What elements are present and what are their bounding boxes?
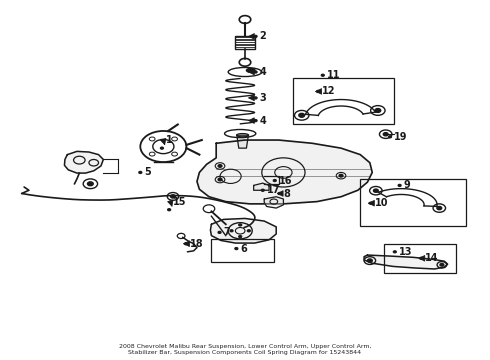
Circle shape <box>254 97 257 99</box>
Circle shape <box>437 206 441 210</box>
Polygon shape <box>254 183 269 190</box>
Circle shape <box>375 108 381 112</box>
Text: 2: 2 <box>259 31 266 41</box>
Text: 10: 10 <box>375 198 388 208</box>
Circle shape <box>373 189 378 192</box>
Circle shape <box>389 136 392 138</box>
Circle shape <box>168 209 171 211</box>
Circle shape <box>254 35 257 37</box>
Circle shape <box>420 257 423 259</box>
Circle shape <box>278 193 281 194</box>
Polygon shape <box>264 197 283 208</box>
Circle shape <box>273 180 276 181</box>
Circle shape <box>398 184 401 186</box>
Polygon shape <box>65 151 103 173</box>
Text: 17: 17 <box>267 185 280 195</box>
Text: 15: 15 <box>173 197 187 207</box>
Circle shape <box>299 113 305 117</box>
Circle shape <box>235 248 238 249</box>
Circle shape <box>218 178 222 181</box>
Text: 2008 Chevrolet Malibu Rear Suspension, Lower Control Arm, Upper Control Arm,
Sta: 2008 Chevrolet Malibu Rear Suspension, L… <box>119 344 371 355</box>
Circle shape <box>261 189 264 191</box>
Text: 5: 5 <box>144 167 151 177</box>
Text: 12: 12 <box>322 86 335 96</box>
Text: 1: 1 <box>166 135 172 145</box>
Bar <box>360 179 466 226</box>
Ellipse shape <box>246 68 255 72</box>
Text: 13: 13 <box>399 247 412 257</box>
Polygon shape <box>197 140 372 204</box>
Text: 8: 8 <box>283 189 290 198</box>
Circle shape <box>239 236 242 238</box>
Bar <box>211 239 274 261</box>
Polygon shape <box>210 219 276 243</box>
Circle shape <box>239 224 242 226</box>
Circle shape <box>383 132 388 136</box>
Text: 7: 7 <box>223 228 230 237</box>
Polygon shape <box>364 255 448 269</box>
Text: 3: 3 <box>259 93 266 103</box>
Text: 9: 9 <box>403 180 410 190</box>
Circle shape <box>317 90 319 93</box>
Circle shape <box>369 202 372 204</box>
Polygon shape <box>237 135 248 148</box>
Circle shape <box>247 230 250 232</box>
Circle shape <box>139 171 142 174</box>
Circle shape <box>218 165 222 167</box>
Circle shape <box>185 243 187 245</box>
Text: 19: 19 <box>394 132 407 142</box>
Text: 11: 11 <box>327 70 340 80</box>
Circle shape <box>254 71 257 73</box>
Circle shape <box>230 230 233 232</box>
Circle shape <box>88 182 93 186</box>
Circle shape <box>218 231 221 233</box>
Text: 16: 16 <box>279 176 292 185</box>
Text: 4: 4 <box>259 67 266 77</box>
Circle shape <box>339 174 343 177</box>
Text: 6: 6 <box>240 244 247 253</box>
Text: 4: 4 <box>259 116 266 126</box>
Bar <box>384 244 456 273</box>
Circle shape <box>440 264 444 266</box>
Circle shape <box>254 120 257 122</box>
Bar <box>293 78 394 124</box>
Circle shape <box>393 251 396 253</box>
Circle shape <box>171 195 175 198</box>
Text: 14: 14 <box>425 253 439 263</box>
Circle shape <box>321 74 324 76</box>
Text: 18: 18 <box>190 239 203 249</box>
Circle shape <box>161 147 163 149</box>
Circle shape <box>368 259 372 262</box>
Bar <box>235 36 255 49</box>
